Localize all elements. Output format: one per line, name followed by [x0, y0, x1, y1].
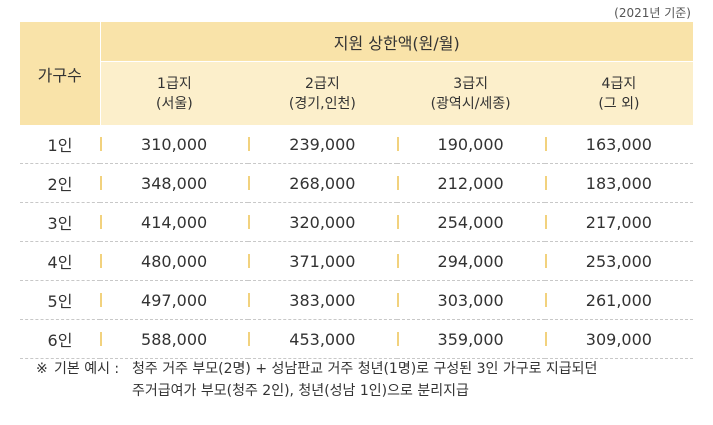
grade-area: (경기,인천) [288, 95, 356, 112]
amount-cell: 217,000 [544, 202, 694, 242]
grade-area: (그 외) [598, 95, 640, 112]
amount-cell: 497,000 [100, 280, 249, 320]
grade-area: (광역시/세종) [430, 95, 511, 112]
household-cell: 2인 [20, 163, 100, 203]
table-row: 4인 480,000 371,000 294,000 253,000 [20, 241, 694, 281]
grade-area: (서울) [156, 95, 193, 112]
table-row: 2인 348,000 268,000 212,000 183,000 [20, 163, 694, 203]
household-cell: 4인 [20, 241, 100, 281]
grade-header: 2급지 (경기,인천) [248, 61, 397, 125]
amount-cell: 239,000 [248, 125, 397, 164]
amount-cell: 453,000 [248, 319, 397, 359]
grade-name: 3급지 [453, 75, 488, 92]
amount-cell: 294,000 [396, 241, 545, 281]
example-note: ※ 기본 예시 : 청주 거주 부모(2명) + 성남판교 거주 청년(1명)로 구… [36, 358, 597, 402]
household-cell: 5인 [20, 280, 100, 320]
amount-cell: 163,000 [544, 125, 694, 164]
amount-cell: 212,000 [396, 163, 545, 203]
note-line-1: ※ 기본 예시 : 청주 거주 부모(2명) + 성남판교 거주 청년(1명)로 구… [36, 358, 597, 380]
amount-cell: 588,000 [100, 319, 249, 359]
amount-cell: 414,000 [100, 202, 249, 242]
grade-name: 4급지 [601, 75, 637, 92]
amount-cell: 268,000 [248, 163, 397, 203]
note-line-2: 주거급여가 부모(청주 2인), 청년(성남 1인)으로 분리지급 [132, 383, 469, 399]
amount-cell: 383,000 [248, 280, 397, 320]
household-size-header: 가구수 [20, 22, 101, 125]
household-cell: 3인 [20, 202, 100, 242]
household-cell: 1인 [20, 125, 100, 164]
amount-cell: 480,000 [100, 241, 249, 281]
amount-cell: 320,000 [248, 202, 397, 242]
grade-header: 3급지 (광역시/세종) [396, 61, 545, 125]
table-row: 3인 414,000 320,000 254,000 217,000 [20, 202, 694, 242]
amount-cell: 183,000 [544, 163, 694, 203]
grade-header: 1급지 (서울) [100, 61, 249, 125]
amount-cell: 190,000 [396, 125, 545, 164]
amount-cell: 310,000 [100, 125, 249, 164]
grade-name: 2급지 [305, 75, 340, 92]
amount-cell: 253,000 [544, 241, 694, 281]
note-text-1: 청주 거주 부모(2명) + 성남판교 거주 청년(1명)로 구성된 3인 가구… [132, 361, 598, 377]
table-row: 1인 310,000 239,000 190,000 163,000 [20, 125, 694, 164]
grade-header: 4급지 (그 외) [544, 61, 694, 125]
household-cell: 6인 [20, 319, 100, 359]
note-label: 기본 예시 : [54, 361, 120, 377]
amount-cell: 309,000 [544, 319, 694, 359]
amount-cell: 254,000 [396, 202, 545, 242]
housing-benefit-table: 가구수 지원 상한액(원/월) 1급지 (서울) 2급지 (경기,인천) 3급지… [20, 22, 694, 359]
amount-cell: 348,000 [100, 163, 249, 203]
table-row: 5인 497,000 383,000 303,000 261,000 [20, 280, 694, 320]
amount-cell: 303,000 [396, 280, 545, 320]
basis-year-label: (2021년 기준) [614, 6, 691, 20]
grade-name: 1급지 [157, 75, 192, 92]
support-limit-header: 지원 상한액(원/월) [100, 22, 694, 62]
amount-cell: 371,000 [248, 241, 397, 281]
table-row: 6인 588,000 453,000 359,000 309,000 [20, 319, 694, 359]
amount-cell: 359,000 [396, 319, 545, 359]
reference-mark: ※ [36, 361, 48, 377]
amount-cell: 261,000 [544, 280, 694, 320]
